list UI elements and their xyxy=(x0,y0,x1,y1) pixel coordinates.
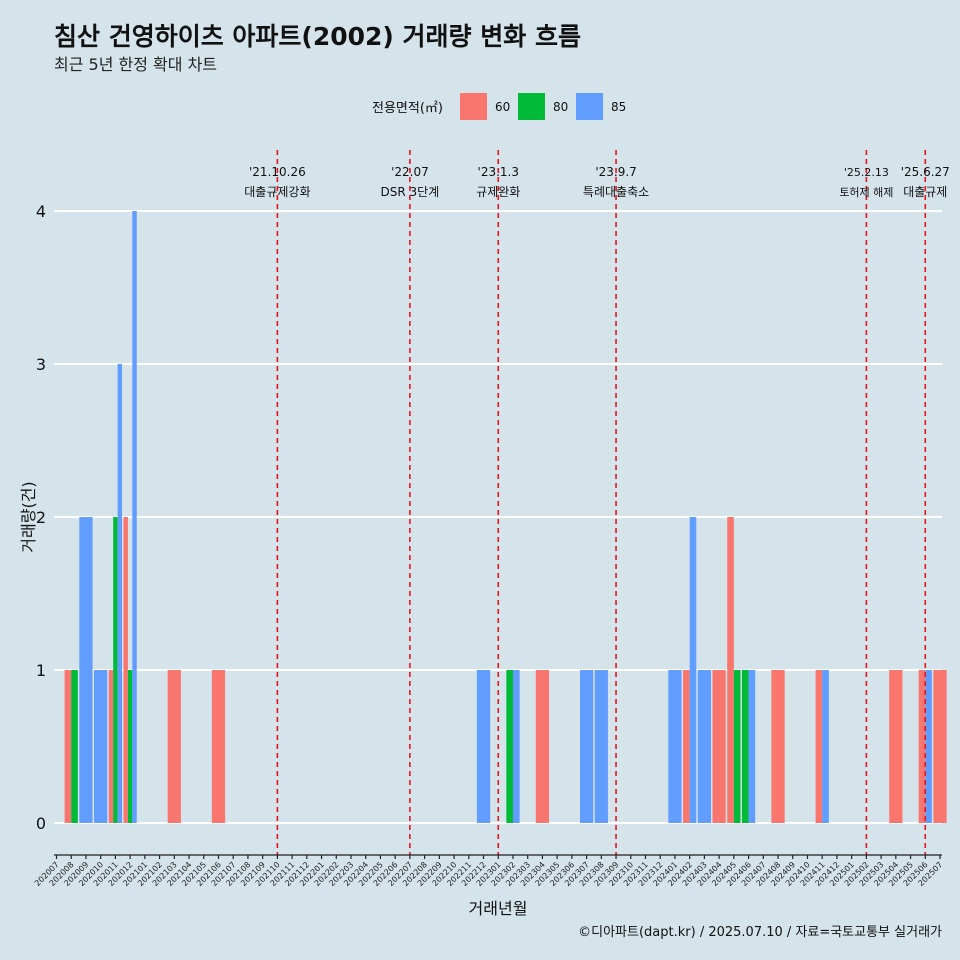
event-annotations: '21.10.26 대출규제강화 '22.07 DSR 3단계 '23.1.3 규제완화 '… xyxy=(244,165,950,199)
bar-80-202405 xyxy=(733,670,741,823)
bar-60-202506 xyxy=(918,670,926,823)
event-label: 대출규제강화 xyxy=(244,185,310,199)
bars xyxy=(64,211,947,823)
event-label: 대출규제 xyxy=(903,185,947,199)
y-tick-label: 2 xyxy=(36,508,46,527)
bar-85-202402 xyxy=(689,517,697,823)
y-axis-title: 거래량(건) xyxy=(19,481,38,552)
event-label: 특례대출축소 xyxy=(583,185,649,199)
x-axis-title: 거래년월 xyxy=(469,899,528,918)
bar-85-202302 xyxy=(512,670,520,823)
bar-85-202401 xyxy=(668,670,682,823)
y-tick-label: 3 xyxy=(36,355,46,374)
bar-85-202212 xyxy=(476,670,491,823)
bar-60-202103 xyxy=(167,670,181,823)
event-date: '23.1.3 xyxy=(478,165,519,179)
caption: ©디아파트(dapt.kr) / 2025.07.10 / 자료=국토교통부 실… xyxy=(578,925,942,940)
bar-60-202011 xyxy=(108,670,114,823)
bar-80-202012 xyxy=(127,670,133,823)
bar-60-202008 xyxy=(64,670,72,823)
bar-85-202012 xyxy=(132,211,137,823)
event-date: '23.9.7 xyxy=(595,165,636,179)
bar-80-202302 xyxy=(506,670,513,823)
bar-60-202408 xyxy=(771,670,785,823)
event-date: '25.6.27 xyxy=(901,165,950,179)
y-tick-label: 0 xyxy=(36,814,46,833)
event-label: 토허제 해제 xyxy=(839,185,893,199)
legend-label-60: 60 xyxy=(495,100,510,114)
event-date: '22.07 xyxy=(391,165,429,179)
bar-60-202304 xyxy=(535,670,550,823)
y-tick-label: 1 xyxy=(36,661,46,680)
bar-60-202507 xyxy=(933,670,947,823)
bar-85-202307 xyxy=(579,670,594,823)
bar-80-202011 xyxy=(113,517,118,823)
event-lines xyxy=(276,150,927,855)
legend-title: 전용면적(㎡) xyxy=(372,101,443,116)
bar-85-202308 xyxy=(594,670,608,823)
bar-60-202404 xyxy=(712,670,726,823)
bar-80-202008 xyxy=(71,670,78,823)
legend-label-80: 80 xyxy=(553,100,568,114)
bar-60-202504 xyxy=(889,670,903,823)
bar-85-202411 xyxy=(822,670,829,823)
bar-60-202411 xyxy=(815,670,823,823)
bar-85-202406 xyxy=(748,670,756,823)
bar-60-202402 xyxy=(683,670,690,823)
y-tick-label: 4 xyxy=(36,202,46,221)
chart-subtitle: 최근 5년 한정 확대 차트 xyxy=(54,55,217,74)
gridlines xyxy=(54,210,942,824)
y-axis: 0 1 2 3 4 xyxy=(36,202,46,833)
legend-key-60 xyxy=(460,93,487,120)
bar-85-202010 xyxy=(94,670,108,823)
bar-85-202011 xyxy=(117,364,123,823)
x-axis: 2020072020082020092020102020112020122021… xyxy=(33,854,944,888)
legend: 전용면적(㎡) 60 80 85 xyxy=(372,93,626,120)
bar-60-202012 xyxy=(123,517,128,823)
bar-60-202405 xyxy=(727,517,734,823)
event-date: '21.10.26 xyxy=(249,165,306,179)
legend-key-85 xyxy=(576,93,603,120)
bar-85-202009 xyxy=(79,517,93,823)
bar-85-202403 xyxy=(697,670,712,823)
event-label: DSR 3단계 xyxy=(381,185,440,199)
bar-60-202106 xyxy=(211,670,226,823)
event-date: '25.2.13 xyxy=(844,166,889,179)
bar-85-202506 xyxy=(925,670,932,823)
legend-key-80 xyxy=(518,93,545,120)
chart-title: 침산 건영하이츠 아파트(2002) 거래량 변화 흐름 xyxy=(54,22,581,51)
bar-80-202406 xyxy=(741,670,749,823)
event-label: 규제완화 xyxy=(476,185,520,199)
legend-label-85: 85 xyxy=(611,100,626,114)
